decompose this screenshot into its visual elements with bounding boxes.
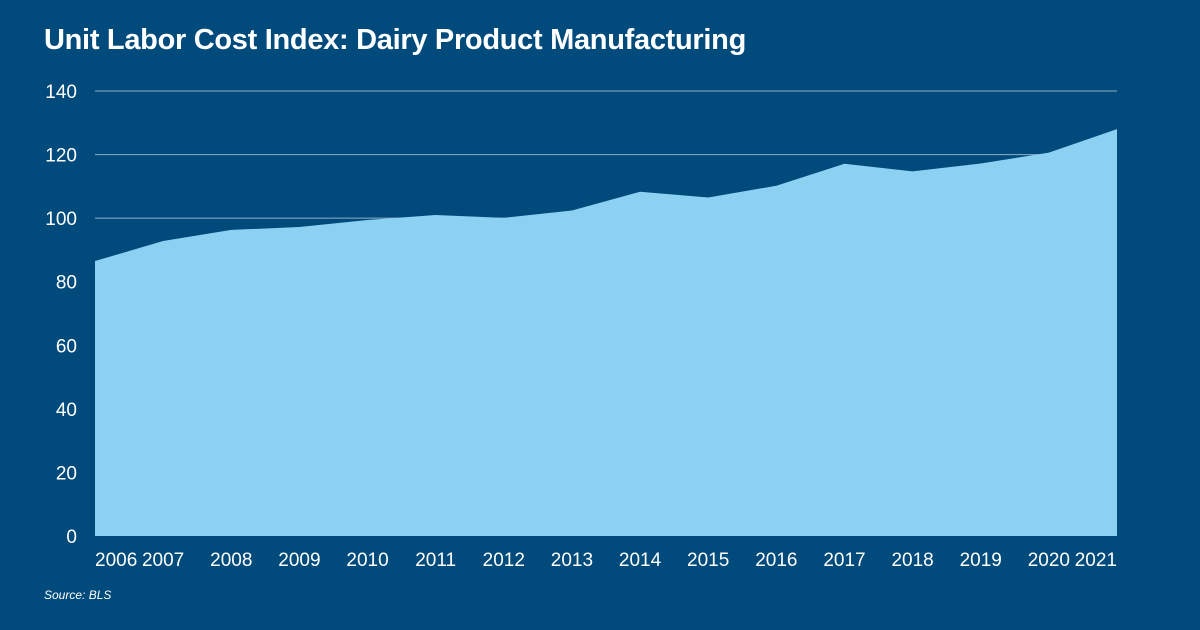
x-tick-label: 2015 [687, 550, 729, 571]
x-tick-label: 2008 [210, 550, 252, 571]
x-tick-label: 2007 [142, 550, 184, 571]
x-tick-label: 2014 [619, 550, 662, 571]
x-axis-ticks: 2006 2007 2008 2009 2010 2011 2012 2013 2014 2015… [95, 550, 1117, 571]
source-note: Source: BLS [44, 588, 112, 602]
y-tick-label: 40 [56, 400, 77, 421]
x-tick-label: 2011 [415, 550, 456, 571]
x-tick-label: 2012 [483, 550, 525, 571]
y-tick-label: 60 [56, 336, 77, 357]
area-layer [95, 129, 1117, 536]
x-tick-label: 2010 [346, 550, 388, 571]
chart-title: Unit Labor Cost Index: Dairy Product Man… [44, 24, 746, 56]
y-tick-label: 0 [66, 527, 77, 548]
x-tick-label: 2018 [891, 550, 933, 571]
area-series [95, 129, 1117, 536]
x-tick-label: 2020 [1028, 550, 1070, 571]
y-tick-label: 120 [45, 146, 77, 167]
x-tick-label: 2016 [755, 550, 797, 571]
y-axis-ticks: 0 20 40 60 80 100 120 140 [45, 82, 77, 548]
x-tick-label: 2017 [823, 550, 865, 571]
y-tick-label: 140 [45, 82, 77, 103]
x-tick-label: 2013 [551, 550, 593, 571]
x-tick-label: 2006 [95, 550, 137, 571]
x-tick-label: 2009 [278, 550, 320, 571]
y-tick-label: 20 [56, 463, 77, 484]
x-tick-label: 2019 [960, 550, 1002, 571]
y-tick-label: 80 [56, 273, 77, 294]
y-tick-label: 100 [45, 209, 77, 230]
x-tick-label: 2021 [1075, 550, 1117, 571]
